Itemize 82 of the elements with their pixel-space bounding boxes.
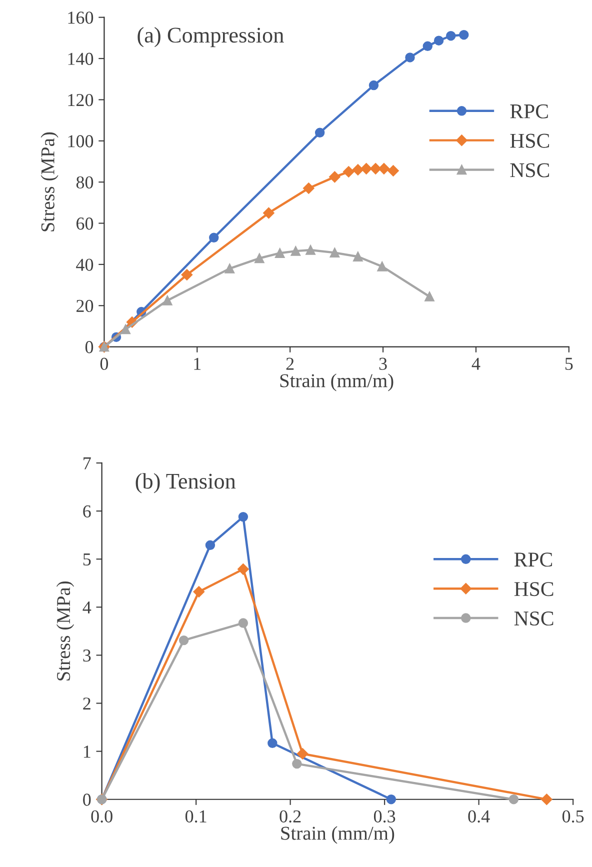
point [368,80,379,90]
point [405,52,415,62]
y-tick-label: 100 [68,135,94,148]
point [370,163,382,174]
point [353,252,363,262]
point [292,758,302,769]
y-tick-label: 0 [83,794,91,806]
point [303,182,314,194]
x-tick-label: 0.3 [374,810,396,823]
y-tick-label: 140 [68,52,94,65]
legend-label: NSC [510,163,550,178]
point [263,207,274,219]
x-tick-label: 5 [565,358,573,370]
point [388,165,399,176]
legend-label: NSC [514,612,554,626]
point [541,794,552,805]
point [314,128,325,138]
point [378,163,390,174]
point [268,738,278,748]
x-tick-label: 1 [194,358,201,370]
x-tick-label: 0.1 [185,810,206,823]
point [434,36,444,46]
point [238,618,248,628]
y-tick-label: 40 [76,258,94,271]
point [360,163,372,174]
point [422,41,432,52]
point [290,246,301,256]
point [508,794,519,804]
point [238,512,248,522]
y-axis-title: Stress (MPa) [56,582,74,680]
y-tick-label: 7 [84,457,91,470]
point [205,540,216,550]
point [446,31,456,41]
x-tick-label: 0 [100,358,108,370]
point [224,264,235,274]
x-tick-label: 0.5 [562,810,584,823]
y-tick-label: 2 [83,698,90,710]
x-axis-title: Strain (mm/m) [280,374,394,392]
x-tick-label: 0.0 [91,810,112,823]
point [377,262,387,272]
point [274,248,285,258]
y-tick-label: 20 [76,300,94,312]
point [296,748,308,760]
y-tick-label: 160 [68,12,94,24]
legend-label: HSC [510,134,550,148]
point [193,586,205,598]
x-tick-label: 0.2 [280,810,301,823]
point [424,292,434,302]
y-tick-label: 5 [83,554,91,566]
y-axis-title: Stress (MPa) [40,132,58,232]
legend-label: HSC [514,582,554,596]
point [330,248,340,258]
chart-title: (b) Tension [136,473,236,494]
point [254,253,264,264]
legend-label: RPC [510,104,548,118]
y-tick-label: 80 [76,176,94,189]
point [209,232,219,243]
point [343,166,354,178]
x-tick-label: 0.4 [468,810,490,823]
point [459,30,469,40]
point [178,635,189,646]
x-tick-label: 2 [286,358,294,370]
y-tick-label: 0 [85,341,94,354]
point [329,171,340,183]
chart-title: (a) Compression [138,27,284,48]
x-tick-label: 3 [379,358,387,370]
y-tick-label: 120 [68,94,94,106]
y-tick-label: 6 [83,505,91,518]
x-axis-title: Strain (mm/m) [281,826,394,844]
y-tick-label: 1 [84,746,90,758]
point [162,296,172,306]
point [352,164,364,176]
x-tick-label: 4 [472,358,480,370]
y-tick-label: 3 [83,650,91,662]
legend-label: RPC [514,552,552,567]
y-tick-label: 4 [82,602,92,614]
point [306,245,316,255]
y-tick-label: 60 [76,218,94,230]
point [386,794,396,804]
point [120,324,130,334]
point [181,269,193,280]
point [238,564,249,575]
